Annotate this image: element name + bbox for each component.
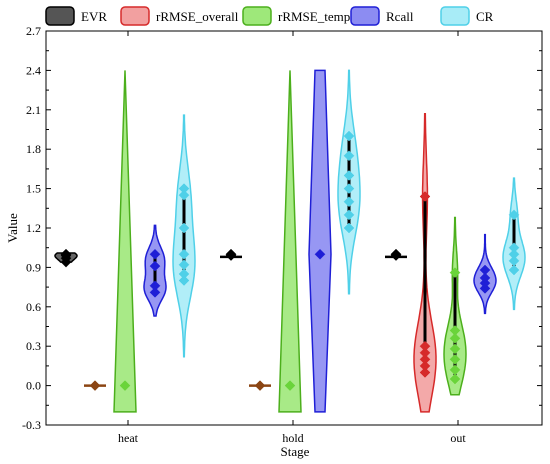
data-point	[449, 373, 461, 385]
legend-swatch	[350, 6, 380, 26]
data-point	[479, 264, 491, 276]
violin-body	[278, 70, 302, 413]
data-point	[343, 183, 355, 194]
y-tick-label: 0.9	[26, 260, 41, 274]
data-point	[419, 353, 431, 365]
data-point	[343, 150, 355, 162]
data-point	[390, 248, 402, 260]
y-tick-label: 1.2	[26, 221, 41, 235]
y-tick-label: 1.5	[26, 182, 41, 196]
data-point	[449, 343, 461, 355]
legend-swatch	[120, 6, 150, 26]
data-point	[119, 380, 131, 391]
data-point	[284, 380, 296, 391]
legend-swatch	[45, 6, 75, 26]
legend-label: rRMSE_overall	[156, 9, 239, 24]
data-point	[149, 260, 161, 272]
data-point	[449, 325, 461, 336]
data-point	[178, 275, 190, 286]
data-point	[149, 248, 161, 260]
y-tick-label: 2.1	[26, 103, 41, 117]
data-point	[178, 222, 190, 234]
y-axis-title: Value	[5, 213, 20, 243]
data-point	[508, 248, 520, 260]
data-point	[178, 248, 190, 260]
data-point	[508, 209, 520, 221]
legend-swatch	[242, 6, 272, 26]
data-point	[449, 267, 461, 279]
data-point	[343, 196, 355, 208]
x-tick-label: heat	[118, 431, 139, 445]
data-point	[449, 353, 461, 365]
data-point	[343, 209, 355, 221]
data-point	[343, 130, 355, 142]
x-tick-label: hold	[282, 431, 303, 445]
data-point	[479, 272, 491, 284]
data-point	[449, 364, 461, 376]
y-axis: -0.3 0.0 0.3 0.6 0.9 1.2 1.5 1.8 2.1 2.4 2.7	[22, 24, 542, 432]
data-point	[178, 189, 190, 201]
data-point	[343, 170, 355, 181]
data-point	[89, 380, 101, 391]
data-point	[149, 280, 161, 292]
y-tick-label: -0.3	[22, 418, 41, 432]
data-point	[343, 222, 355, 234]
y-tick-label: 1.8	[26, 142, 41, 156]
x-axis: heat hold out	[118, 31, 466, 445]
violins	[54, 69, 526, 413]
y-tick-label: 2.4	[26, 63, 41, 77]
y-tick-label: 0.3	[26, 339, 41, 353]
legend-label: Rcall	[386, 9, 414, 24]
data-point	[178, 259, 190, 271]
legend-label: EVR	[81, 9, 107, 24]
data-point	[178, 183, 190, 194]
data-point	[508, 264, 520, 276]
violin-body	[113, 70, 137, 413]
data-point	[419, 340, 431, 352]
data-point	[314, 248, 326, 260]
data-point	[60, 248, 72, 260]
x-axis-title: Stage	[281, 444, 310, 459]
y-tick-label: 2.7	[26, 24, 41, 38]
legend-swatch	[440, 6, 470, 26]
legend-label: rRMSE_temp	[278, 9, 350, 24]
data-point	[508, 242, 520, 254]
y-tick-label: 0.6	[26, 300, 41, 314]
y-tick-label: 0.0	[26, 379, 41, 393]
x-tick-label: out	[450, 431, 466, 445]
data-point	[508, 255, 520, 267]
data-point	[449, 332, 461, 344]
data-point	[178, 268, 190, 280]
violin-body	[308, 69, 332, 413]
data-point	[225, 248, 237, 260]
data-point	[419, 360, 431, 372]
data-point	[254, 380, 266, 391]
data-point	[419, 191, 431, 202]
data-point	[149, 286, 161, 298]
legend-label: CR	[476, 9, 494, 24]
legend: EVR rRMSE_overall rRMSE_temp Rcall CR	[45, 6, 494, 26]
data-point	[419, 347, 431, 359]
data-point	[419, 367, 431, 378]
